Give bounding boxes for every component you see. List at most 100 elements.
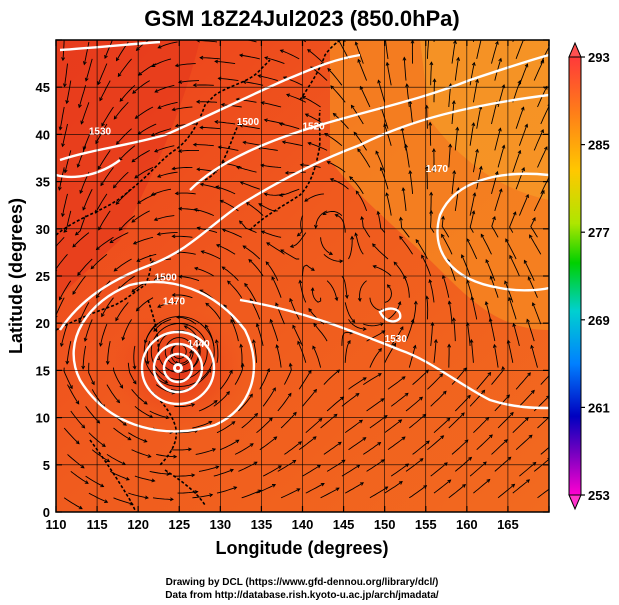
streamline [282, 141, 303, 147]
streamline-arrow [472, 192, 477, 197]
streamline-arrow [453, 40, 457, 44]
streamline-arrow [503, 16, 506, 19]
streamline [366, 398, 384, 412]
streamline [91, 389, 105, 408]
streamline-arrow [199, 55, 204, 60]
streamline-arrow [377, 373, 382, 377]
streamline-arrow [215, 243, 221, 248]
streamline [280, 412, 297, 429]
streamline-arrow [101, 122, 105, 127]
streamline-arrow [231, 421, 236, 425]
streamline-arrow [229, 468, 234, 473]
streamline [491, 101, 498, 125]
streamline-arrow [122, 422, 127, 426]
streamline [155, 384, 175, 394]
streamline [320, 414, 338, 429]
streamline [56, 236, 65, 247]
streamline [302, 389, 317, 407]
streamline-arrow [358, 419, 363, 424]
streamline-arrow [214, 339, 219, 344]
streamline-arrow [135, 47, 140, 52]
streamline [115, 302, 129, 321]
streamline [485, 259, 496, 281]
streamline [466, 238, 478, 260]
streamline-arrow [132, 90, 137, 94]
streamline [441, 234, 453, 255]
streamline-arrow [441, 215, 445, 220]
streamline-arrow [524, 123, 529, 128]
streamline-arrow [188, 447, 193, 452]
streamline [222, 229, 242, 238]
streamline [66, 341, 72, 364]
streamline [213, 391, 230, 407]
streamline-arrow [131, 219, 136, 223]
streamline [178, 149, 199, 152]
streamline [172, 166, 193, 170]
streamline [323, 441, 342, 455]
streamline-arrow [90, 265, 95, 270]
streamline-arrow [318, 417, 323, 422]
streamline [151, 58, 172, 67]
streamline-arrow [528, 434, 533, 439]
streamline [60, 323, 68, 347]
streamline [451, 367, 467, 385]
streamline [302, 96, 321, 108]
streamline [448, 484, 466, 499]
streamline [494, 58, 502, 81]
streamline [133, 236, 154, 245]
streamline [77, 258, 93, 276]
streamline-arrow [541, 189, 545, 194]
streamline [290, 232, 307, 248]
streamline-arrow [447, 300, 452, 305]
streamline-arrow [192, 142, 197, 147]
streamline [399, 236, 413, 255]
streamline [324, 133, 343, 147]
streamline [426, 105, 428, 129]
streamline [90, 253, 108, 270]
streamline [215, 339, 219, 363]
colorbar-top-arrow [568, 41, 582, 58]
streamline-arrow [471, 61, 476, 66]
streamline [430, 322, 434, 346]
streamline-arrow [455, 126, 460, 131]
streamline [537, 146, 548, 168]
streamline [70, 410, 85, 429]
streamline [241, 413, 258, 429]
streamline-arrow [105, 360, 110, 365]
streamline [127, 362, 137, 384]
streamline [353, 132, 367, 151]
streamline-arrow [475, 78, 479, 83]
streamline [327, 68, 343, 86]
streamline-arrow [517, 149, 522, 154]
streamline [276, 344, 282, 368]
streamline [213, 469, 234, 477]
streamline [83, 128, 93, 150]
streamline [430, 390, 447, 407]
streamline [179, 276, 200, 282]
streamline-arrow [427, 36, 430, 39]
streamline [178, 80, 200, 83]
streamline-arrow [310, 287, 315, 292]
streamline [386, 192, 392, 216]
streamline-arrow [332, 112, 337, 117]
streamline [533, 129, 544, 151]
streamline [192, 346, 200, 368]
streamline [289, 298, 300, 320]
streamline [78, 85, 87, 108]
streamline [84, 319, 93, 342]
streamline-arrow [50, 250, 53, 253]
streamline-arrow [279, 49, 284, 53]
streamline [85, 475, 104, 487]
streamline-arrow [492, 216, 496, 221]
streamline [427, 373, 443, 390]
streamline [403, 57, 407, 81]
streamline-arrow [278, 193, 284, 197]
streamline [504, 280, 514, 303]
axis-tick-marks [55, 39, 550, 513]
streamline [234, 363, 244, 385]
streamline-arrow [154, 148, 159, 153]
streamline [430, 192, 432, 216]
streamline-arrow [61, 143, 65, 148]
streamline-arrow [147, 454, 152, 458]
